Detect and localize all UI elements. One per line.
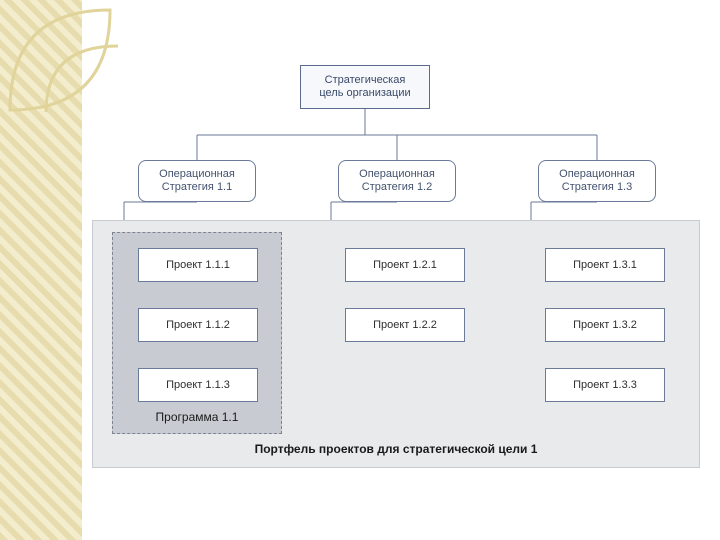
strategy-node-1: ОперационнаяСтратегия 1.1 [138, 160, 256, 202]
project-node-1-1-label: Проект 1.1.1 [139, 259, 257, 272]
root-node: Стратегическаяцель организации [300, 65, 430, 109]
strategy-node-3: ОперационнаяСтратегия 1.3 [538, 160, 656, 202]
project-node-3-3-label: Проект 1.3.3 [546, 379, 664, 392]
strategy-node-2-label: ОперационнаяСтратегия 1.2 [339, 168, 455, 193]
project-node-3-1-label: Проект 1.3.1 [546, 259, 664, 272]
project-node-2-1-label: Проект 1.2.1 [346, 259, 464, 272]
portfolio-label: Портфель проектов для стратегической цел… [92, 442, 700, 456]
project-node-3-1: Проект 1.3.1 [545, 248, 665, 282]
project-node-1-1: Проект 1.1.1 [138, 248, 258, 282]
project-node-3-3: Проект 1.3.3 [545, 368, 665, 402]
strategy-node-1-label: ОперационнаяСтратегия 1.1 [139, 168, 255, 193]
project-node-2-2: Проект 1.2.2 [345, 308, 465, 342]
project-node-3-2: Проект 1.3.2 [545, 308, 665, 342]
root-node-label: Стратегическаяцель организации [301, 74, 429, 99]
project-node-3-2-label: Проект 1.3.2 [546, 319, 664, 332]
strategy-node-2: ОперационнаяСтратегия 1.2 [338, 160, 456, 202]
diagram-stage: Программа 1.1 Портфель проектов для страт… [0, 0, 720, 540]
program-label: Программа 1.1 [112, 410, 282, 424]
project-node-1-2: Проект 1.1.2 [138, 308, 258, 342]
project-node-2-2-label: Проект 1.2.2 [346, 319, 464, 332]
project-node-1-2-label: Проект 1.1.2 [139, 319, 257, 332]
decor-leaf-icon [0, 0, 160, 200]
project-node-2-1: Проект 1.2.1 [345, 248, 465, 282]
project-node-1-3-label: Проект 1.1.3 [139, 379, 257, 392]
strategy-node-3-label: ОперационнаяСтратегия 1.3 [539, 168, 655, 193]
project-node-1-3: Проект 1.1.3 [138, 368, 258, 402]
